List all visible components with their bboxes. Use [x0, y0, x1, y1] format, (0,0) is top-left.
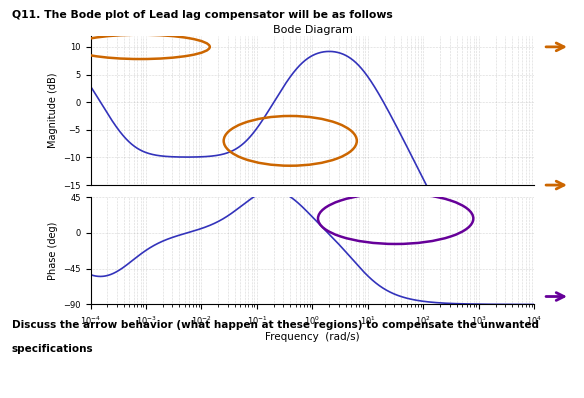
Y-axis label: Magnitude (dB): Magnitude (dB): [48, 73, 58, 148]
Text: Discuss the arrow behavior (what happen at these regions) to compensate the unwa: Discuss the arrow behavior (what happen …: [12, 320, 538, 330]
Text: specifications: specifications: [12, 344, 93, 354]
X-axis label: Frequency  (rad/s): Frequency (rad/s): [265, 332, 360, 342]
Text: Q11. The Bode plot of Lead lag compensator will be as follows: Q11. The Bode plot of Lead lag compensat…: [12, 10, 392, 20]
Y-axis label: Phase (deg): Phase (deg): [48, 222, 58, 280]
Title: Bode Diagram: Bode Diagram: [273, 25, 352, 35]
